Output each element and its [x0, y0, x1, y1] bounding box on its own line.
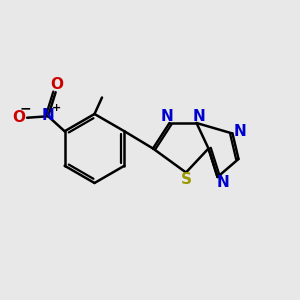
Text: N: N	[161, 109, 173, 124]
Text: O: O	[50, 77, 63, 92]
Text: O: O	[12, 110, 25, 125]
Text: +: +	[52, 103, 61, 113]
Text: N: N	[41, 108, 54, 123]
Text: N: N	[217, 175, 229, 190]
Text: N: N	[193, 109, 205, 124]
Text: S: S	[181, 172, 191, 188]
Text: −: −	[20, 102, 32, 116]
Text: N: N	[234, 124, 246, 140]
